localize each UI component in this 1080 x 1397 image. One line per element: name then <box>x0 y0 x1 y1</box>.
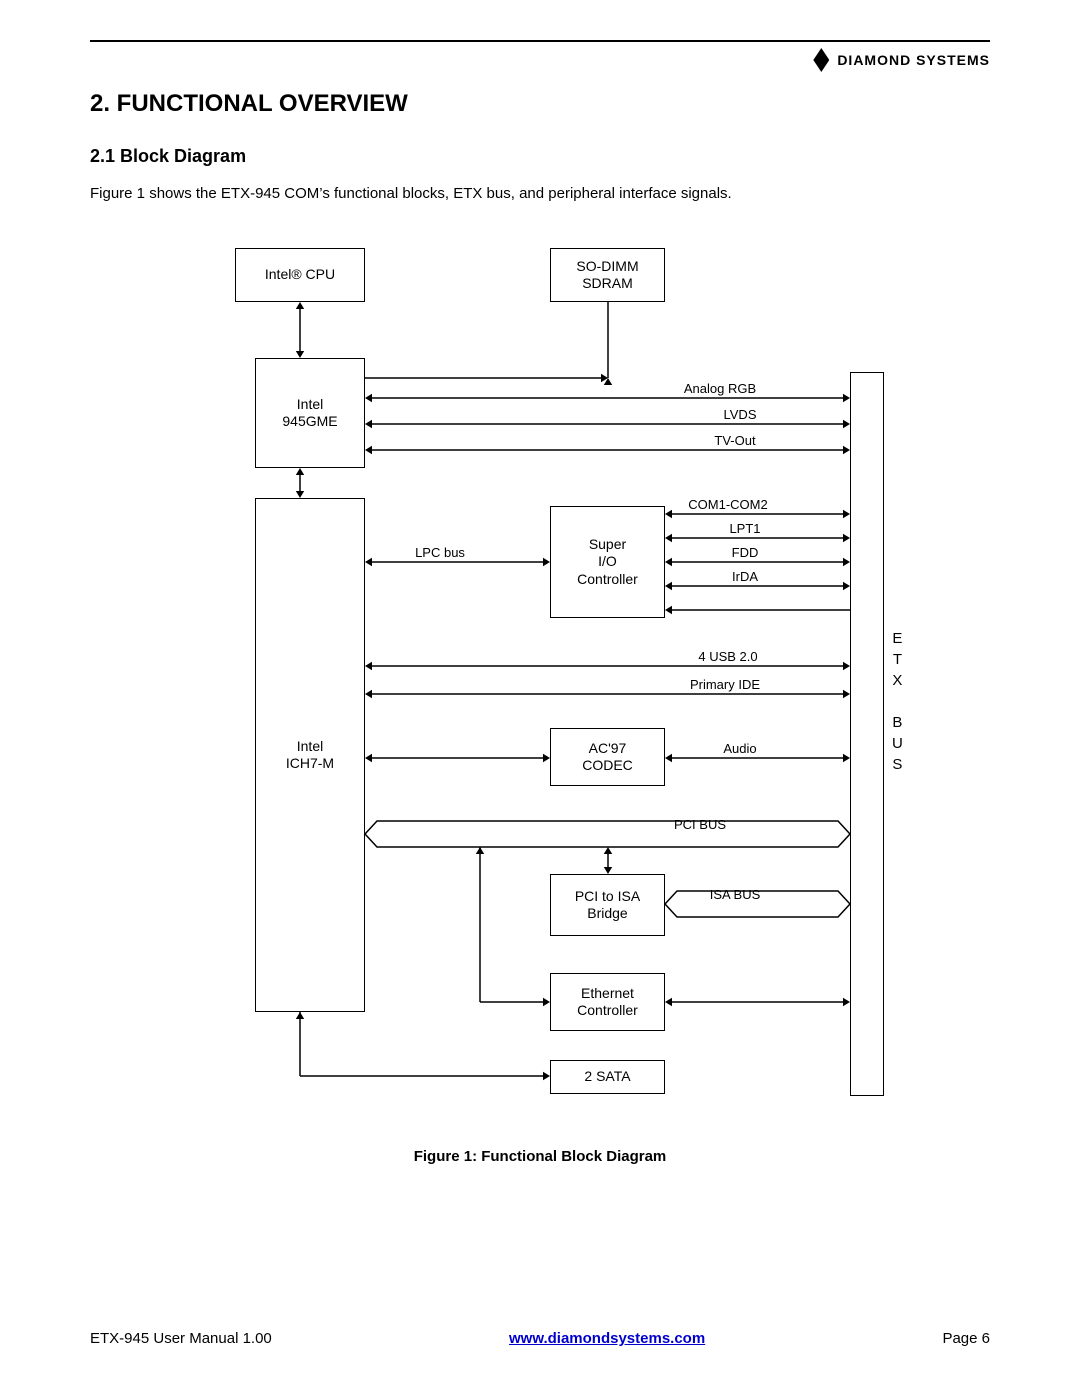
footer-right: Page 6 <box>942 1330 990 1347</box>
connector-label: TV-Out <box>675 433 795 448</box>
footer-left: ETX-945 User Manual 1.00 <box>90 1330 272 1347</box>
connector-label: LVDS <box>680 407 800 422</box>
block-sodimm: SO-DIMMSDRAM <box>550 248 665 302</box>
block-gme: Intel945GME <box>255 358 365 468</box>
top-rule <box>90 40 990 42</box>
block-cpu: Intel® CPU <box>235 248 365 302</box>
block-ac97: AC'97CODEC <box>550 728 665 786</box>
connector-label: Primary IDE <box>665 677 785 692</box>
connector-label: COM1-COM2 <box>668 497 788 512</box>
company-name: DIAMOND SYSTEMS <box>837 52 990 68</box>
connector-label: LPT1 <box>685 521 805 536</box>
connector-label: ISA BUS <box>675 887 795 902</box>
block-eth: EthernetController <box>550 973 665 1031</box>
block-diagram: Analog RGB LVDS TV-Out LPC bus COM1-COM2 LPT1… <box>180 238 900 1108</box>
etx-bus-label: ETXBUS <box>892 628 903 775</box>
figure-caption: Figure 1: Functional Block Diagram <box>90 1148 990 1165</box>
block-etx <box>850 372 884 1096</box>
connector-label: FDD <box>685 545 805 560</box>
lede-text: Figure 1 shows the ETX-945 COM’s functio… <box>90 185 990 202</box>
block-ich7m: IntelICH7-M <box>255 498 365 1012</box>
page: DIAMOND SYSTEMS 2. FUNCTIONAL OVERVIEW 2… <box>0 0 1080 1397</box>
header-logo: DIAMOND SYSTEMS <box>90 48 990 72</box>
block-sata: 2 SATA <box>550 1060 665 1094</box>
connector-label: PCI BUS <box>640 817 760 832</box>
page-footer: ETX-945 User Manual 1.00 www.diamondsyst… <box>90 1330 990 1347</box>
block-sio: SuperI/OController <box>550 506 665 618</box>
subsection-title: 2.1 Block Diagram <box>90 146 990 167</box>
footer-link[interactable]: www.diamondsystems.com <box>509 1330 705 1347</box>
connector-label: IrDA <box>685 569 805 584</box>
connector-label: LPC bus <box>380 545 500 560</box>
connector-label: 4 USB 2.0 <box>668 649 788 664</box>
diamond-icon <box>813 48 829 72</box>
section-title: 2. FUNCTIONAL OVERVIEW <box>90 90 990 118</box>
block-pciisa: PCI to ISABridge <box>550 874 665 936</box>
connector-label: Analog RGB <box>660 381 780 396</box>
connector-label: Audio <box>680 741 800 756</box>
